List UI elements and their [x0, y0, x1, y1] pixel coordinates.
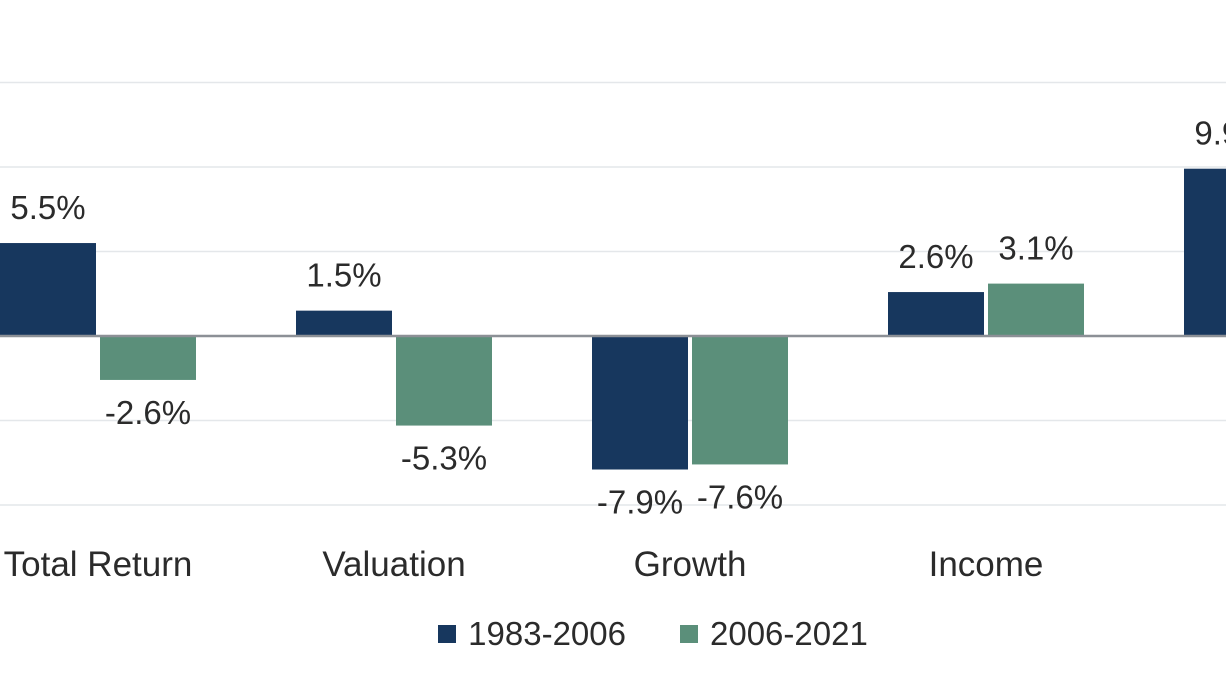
- bar-series-1-valuation: [296, 310, 392, 336]
- data-label: -7.6%: [697, 478, 783, 515]
- bar-series-2-income: [988, 283, 1084, 336]
- data-label: 3.1%: [998, 230, 1073, 267]
- category-label: Total Return: [4, 545, 193, 584]
- data-label: 2.6%: [898, 238, 973, 275]
- bar-series-2-total-return: [100, 336, 196, 380]
- bar-series-1-rel: [1184, 168, 1226, 336]
- legend: 1983-2006 2006-2021: [0, 612, 1226, 656]
- data-label: 9.9%: [1194, 115, 1226, 152]
- bar-series-1-growth: [592, 336, 688, 470]
- legend-swatch-series-1: [438, 625, 457, 643]
- data-label: -7.9%: [597, 484, 683, 521]
- bar-series-2-growth: [692, 336, 788, 465]
- data-label: 5.5%: [10, 189, 85, 226]
- data-label: -5.3%: [401, 440, 487, 477]
- category-labels: Total ReturnValuationGrowthIncomeRel: [4, 545, 1044, 584]
- gridlines: [0, 81, 1226, 506]
- category-label: Income: [929, 545, 1044, 584]
- legend-label-series-1: 1983-2006: [468, 615, 626, 652]
- bars: [0, 168, 1226, 470]
- category-label: Growth: [634, 545, 747, 584]
- legend-label-series-2: 2006-2021: [710, 615, 868, 652]
- data-labels: 5.5% 1.5% -7.9% 2.6% 9.9% -2.6% -5.3% -7.6% 3.1%: [10, 115, 1226, 521]
- legend-item-series-2: 2006-2021: [680, 615, 868, 653]
- data-label: 1.5%: [306, 257, 381, 294]
- legend-item-series-1: 1983-2006: [438, 615, 626, 653]
- legend-swatch-series-2: [680, 625, 698, 643]
- data-label: -2.6%: [105, 394, 191, 431]
- bar-series-2-valuation: [396, 336, 492, 426]
- category-label: Valuation: [322, 545, 465, 584]
- bar-series-1-total-return: [0, 243, 96, 336]
- bar-series-1-income: [888, 292, 984, 336]
